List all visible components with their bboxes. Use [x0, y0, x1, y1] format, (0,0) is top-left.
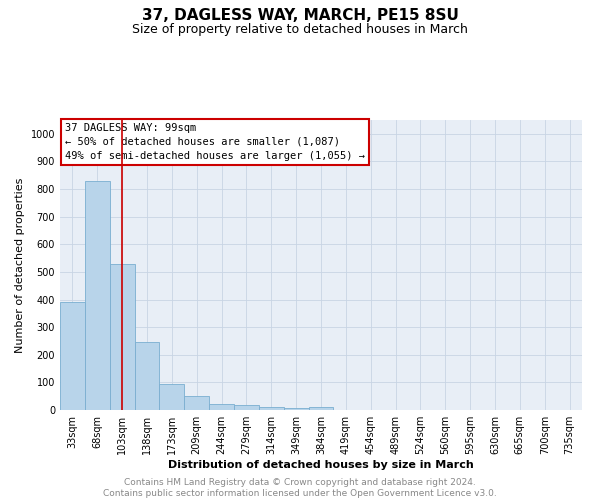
Bar — [160, 384, 184, 410]
Text: Contains HM Land Registry data © Crown copyright and database right 2024.
Contai: Contains HM Land Registry data © Crown c… — [103, 478, 497, 498]
Bar — [134, 342, 160, 410]
Bar — [234, 405, 259, 410]
Bar — [60, 302, 85, 410]
Bar — [259, 406, 284, 410]
Text: 37 DAGLESS WAY: 99sqm
← 50% of detached houses are smaller (1,087)
49% of semi-d: 37 DAGLESS WAY: 99sqm ← 50% of detached … — [65, 123, 365, 161]
Text: Size of property relative to detached houses in March: Size of property relative to detached ho… — [132, 22, 468, 36]
Bar — [209, 404, 234, 410]
X-axis label: Distribution of detached houses by size in March: Distribution of detached houses by size … — [168, 460, 474, 470]
Bar — [184, 396, 209, 410]
Text: 37, DAGLESS WAY, MARCH, PE15 8SU: 37, DAGLESS WAY, MARCH, PE15 8SU — [142, 8, 458, 22]
Bar — [110, 264, 134, 410]
Bar — [85, 181, 110, 410]
Bar — [308, 407, 334, 410]
Y-axis label: Number of detached properties: Number of detached properties — [15, 178, 25, 352]
Bar — [284, 408, 308, 410]
